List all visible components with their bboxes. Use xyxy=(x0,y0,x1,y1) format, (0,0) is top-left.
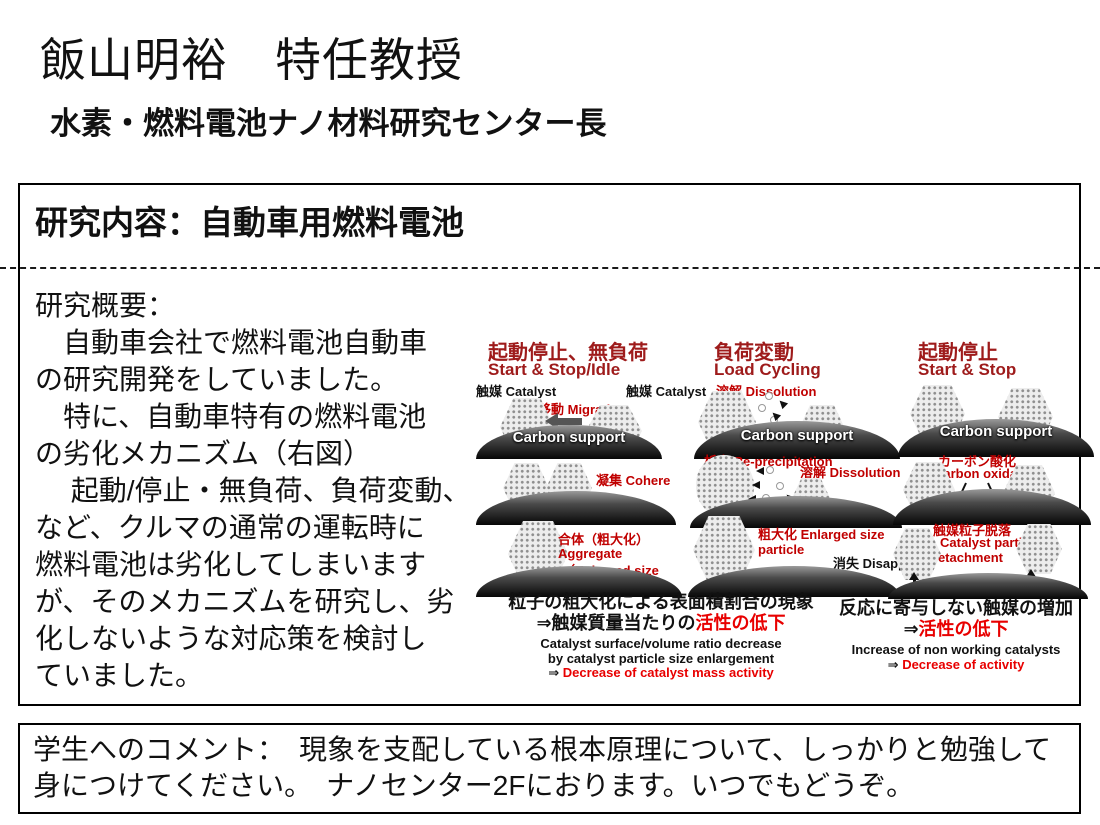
caption-left-en3-black: ⇒ xyxy=(548,665,563,680)
col1-title-jp: 起動停止、無負荷 xyxy=(488,342,648,364)
page-title: 飯山明裕 特任教授 xyxy=(40,34,463,86)
carbon-support-mound: Carbon support xyxy=(898,419,1094,457)
dissolved-ion-dot xyxy=(758,404,766,412)
detachment-label-en: detachment xyxy=(930,550,1003,565)
dissolution-label: 溶解 Dissolution xyxy=(800,465,901,480)
col2-title-jp: 負荷変動 xyxy=(714,342,794,364)
caption-left-jp2-black: ⇒触媒質量当たりの xyxy=(536,613,696,633)
caption-right-jp1: 反応に寄与しない触媒の増加 xyxy=(839,598,1073,618)
enlarged-label: particle xyxy=(758,542,805,557)
carbon-support-label: Carbon support xyxy=(740,427,854,444)
enlarged-label: 粗大化 Enlarged size xyxy=(758,527,885,542)
dashed-divider xyxy=(0,267,1100,269)
catalyst-particle-hex xyxy=(1016,524,1062,574)
caption-left-en1: Catalyst surface/volume ratio decrease xyxy=(540,636,782,651)
col2-title-en: Load Cycling xyxy=(714,360,821,379)
col1-title-en: Start & Stop/Idle xyxy=(488,360,621,379)
reprecipitation-arrow-icon xyxy=(752,467,764,475)
research-overview-text: 研究概要： 自動車会社で燃料電池自動車 の研究開発をしていました。 特に、自動車… xyxy=(35,290,471,691)
caption-right-en2-red: Decrease of activity xyxy=(902,656,1025,672)
caption-left-jp1: 粒子の粗大化による表面積割合の現象 xyxy=(508,592,814,612)
reprecipitation-arrow-icon xyxy=(748,481,760,489)
carbon-support-label: Carbon support xyxy=(512,429,626,446)
aggregate-label-en: Aggregate xyxy=(558,546,623,561)
student-comment-box: 学生へのコメント： 現象を支配している根本原理について、しっかりと勉強して身につ… xyxy=(18,723,1081,814)
caption-right-jp2-red: 活性の低下 xyxy=(918,619,1009,639)
carbon-support-mound: Carbon support xyxy=(476,425,662,459)
caption-right-jp2-black: ⇒ xyxy=(903,619,919,639)
catalyst-label: 触媒 Catalyst xyxy=(626,384,707,399)
dissolved-ion-dot xyxy=(765,392,773,400)
aggregate-label-jp: 合体（粗大化） xyxy=(558,532,650,547)
caption-left-en2: by catalyst particle size enlargement xyxy=(547,650,775,666)
dissolved-ion-dot xyxy=(776,482,784,490)
research-heading: 研究内容：自動車用燃料電池 xyxy=(35,204,464,241)
dissolved-ion-dot xyxy=(766,466,774,474)
degradation-mechanism-diagram: 起動停止、無負荷 Start & Stop/Idle 負荷変動 Load Cyc… xyxy=(470,332,1094,704)
col3-title-en: Start & Stop xyxy=(918,360,1017,379)
detachment-label-en: Catalyst particle xyxy=(940,535,1041,550)
caption-right-en2: ⇒ Decrease of activity xyxy=(822,656,1090,673)
migration-arrow-icon xyxy=(545,413,582,429)
caption-right-en1: Increase of non working catalysts xyxy=(851,642,1061,657)
detachment-label-jp: 触媒粒子脱落 xyxy=(933,523,1012,538)
col3-title-jp: 起動停止 xyxy=(918,342,998,364)
caption-left-en3: ⇒ Decrease of catalyst mass activity xyxy=(500,665,822,681)
student-comment-text: 学生へのコメント： 現象を支配している根本原理について、しっかりと勉強して身につ… xyxy=(33,734,1052,801)
catalyst-label: 触媒 Catalyst xyxy=(476,384,557,399)
carbon-support-label: Carbon support xyxy=(939,423,1053,440)
cohere-label: 凝集 Cohere xyxy=(596,473,671,488)
carbon-oxidation-label-jp: カーボン酸化 xyxy=(938,454,1017,469)
catalyst-particle-hex xyxy=(893,528,941,580)
carbon-support-mound: Carbon support xyxy=(694,421,900,459)
carbon-support-mound xyxy=(476,491,676,525)
caption-left-jp2-red: 活性の低下 xyxy=(695,613,786,633)
caption-left: 粒子の粗大化による表面積割合の現象 ⇒触媒質量当たりの活性の低下 Catalys… xyxy=(500,592,822,681)
caption-left-en3-red: Decrease of catalyst mass activity xyxy=(562,665,774,680)
research-content-box: 研究内容：自動車用燃料電池 研究概要： 自動車会社で燃料電池自動車 の研究開発を… xyxy=(18,183,1094,706)
caption-right-en2-black: ⇒ xyxy=(887,656,903,672)
caption-right-jp2: ⇒活性の低下 xyxy=(822,619,1090,640)
page-subtitle: 水素・燃料電池ナノ材料研究センター長 xyxy=(50,106,607,141)
caption-right: 反応に寄与しない触媒の増加 ⇒活性の低下 Increase of non wor… xyxy=(822,598,1090,672)
caption-left-jp2: ⇒触媒質量当たりの活性の低下 xyxy=(500,613,822,634)
